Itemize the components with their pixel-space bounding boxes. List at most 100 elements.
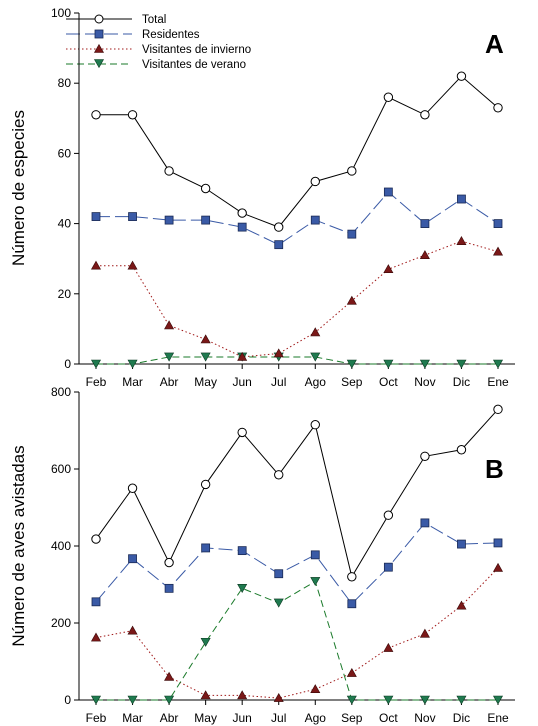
x-tick-label-a: Jul [271,375,286,389]
data-point-total-a [347,166,357,176]
legend: Total Residentes Visitantes de invierno … [66,14,251,71]
data-point-residentes-a [347,229,357,239]
data-point-invierno-b [127,625,138,635]
x-tick-label-b: Feb [86,711,107,725]
x-tick-label-a: Ene [487,375,509,389]
x-tick-label-a: Oct [379,375,398,389]
x-tick-label-b: Abr [160,711,179,725]
data-point-verano-b [127,695,138,705]
legend-item-verano: Visitantes de verano [66,59,246,71]
y-tick-label-a: 40 [58,217,72,231]
data-point-invierno-b [200,690,211,700]
data-point-invierno-b [492,562,504,572]
data-point-invierno-a [419,250,430,259]
data-point-total-b [164,557,174,568]
data-point-total-a [310,176,320,187]
y-tick-label-b: 800 [51,385,71,399]
y-tick-label-a: 0 [64,357,71,371]
data-point-verano-b [310,577,321,587]
data-point-total-a [164,166,174,176]
data-point-invierno-a [200,334,211,344]
data-point-invierno-a [456,236,467,245]
data-point-total-a [237,208,247,218]
data-point-invierno-a [90,260,102,270]
data-point-residentes-b [457,539,466,549]
x-tick-label-a: Jun [233,375,252,389]
data-point-invierno-b [346,667,357,677]
data-point-residentes-a [420,219,430,229]
data-point-invierno-b [383,642,394,652]
data-point-verano-b [164,695,175,705]
data-point-total-a [456,71,467,81]
data-point-total-b [420,451,430,461]
data-point-total-b [456,445,467,455]
data-point-residentes-b [164,583,174,593]
data-point-invierno-a [164,320,175,330]
data-point-verano-a [127,359,138,369]
y-tick-label-b: 0 [64,693,71,707]
panel-b: 0 200 400 600 800 Feb Mar Abr May Jun Jul Ago Sep Oct… [9,385,515,725]
y-axis-title-b: Número de aves avistadas [9,445,28,646]
data-point-residentes-a [91,212,101,221]
data-point-verano-b [237,584,248,593]
data-point-verano-a [310,352,321,362]
data-point-total-b [274,470,284,480]
legend-label-invierno: Visitantes de invierno [142,44,251,56]
data-point-total-b [383,510,394,520]
y-tick-label-b: 400 [51,539,71,553]
legend-item-residentes: Residentes [66,29,200,41]
data-point-total-a [420,110,430,120]
x-tick-label-b: Mar [122,711,143,725]
data-point-verano-b [419,695,430,705]
data-point-total-b [493,404,503,415]
data-point-total-b [310,420,320,430]
data-point-invierno-a [310,327,321,337]
data-point-residentes-b [420,518,430,528]
data-point-residentes-b [201,543,211,553]
data-point-total-a [274,222,284,232]
legend-marker-verano [93,59,105,69]
data-point-verano-b [90,695,102,705]
y-tick-label-a: 20 [58,287,72,301]
data-point-invierno-a [383,264,394,274]
data-point-residentes-b [493,538,503,548]
data-point-invierno-a [492,246,504,256]
x-tick-label-b: Jun [233,711,252,725]
data-point-invierno-b [273,692,284,702]
x-tick-label-a: Feb [86,375,107,389]
data-point-invierno-a [127,260,138,270]
x-tick-label-a: Sep [341,375,363,389]
data-point-residentes-a [237,222,247,232]
data-point-verano-b [273,598,284,608]
data-point-verano-a [383,359,394,369]
legend-marker-invierno [93,43,105,53]
data-point-total-b [237,427,247,438]
y-tick-label-b: 200 [51,616,71,630]
x-tick-label-b: Nov [414,711,435,725]
data-point-residentes-b [237,546,247,556]
y-tick-label-a: 60 [58,146,72,160]
data-point-verano-a [456,359,467,369]
data-point-residentes-a [457,194,466,204]
legend-label-residentes: Residentes [142,29,200,41]
x-tick-label-b: May [194,711,217,725]
series-line-verano-a [96,356,498,365]
data-point-verano-a [90,359,102,369]
data-point-verano-a [200,352,211,362]
data-point-residentes-a [164,215,174,225]
data-point-total-b [91,534,101,544]
data-point-residentes-b [310,550,320,560]
series-line-residentes-b [95,522,499,605]
data-point-verano-b [383,695,394,705]
data-point-verano-a [492,359,504,369]
data-point-total-a [200,183,211,194]
data-point-residentes-b [383,562,393,572]
data-point-invierno-a [237,351,248,361]
data-point-invierno-a [346,295,357,305]
x-tick-label-b: Ene [487,711,509,725]
data-point-verano-b [200,637,211,647]
data-point-invierno-b [456,600,467,610]
panel-letter-b: B [485,454,504,484]
data-point-residentes-a [201,215,211,225]
